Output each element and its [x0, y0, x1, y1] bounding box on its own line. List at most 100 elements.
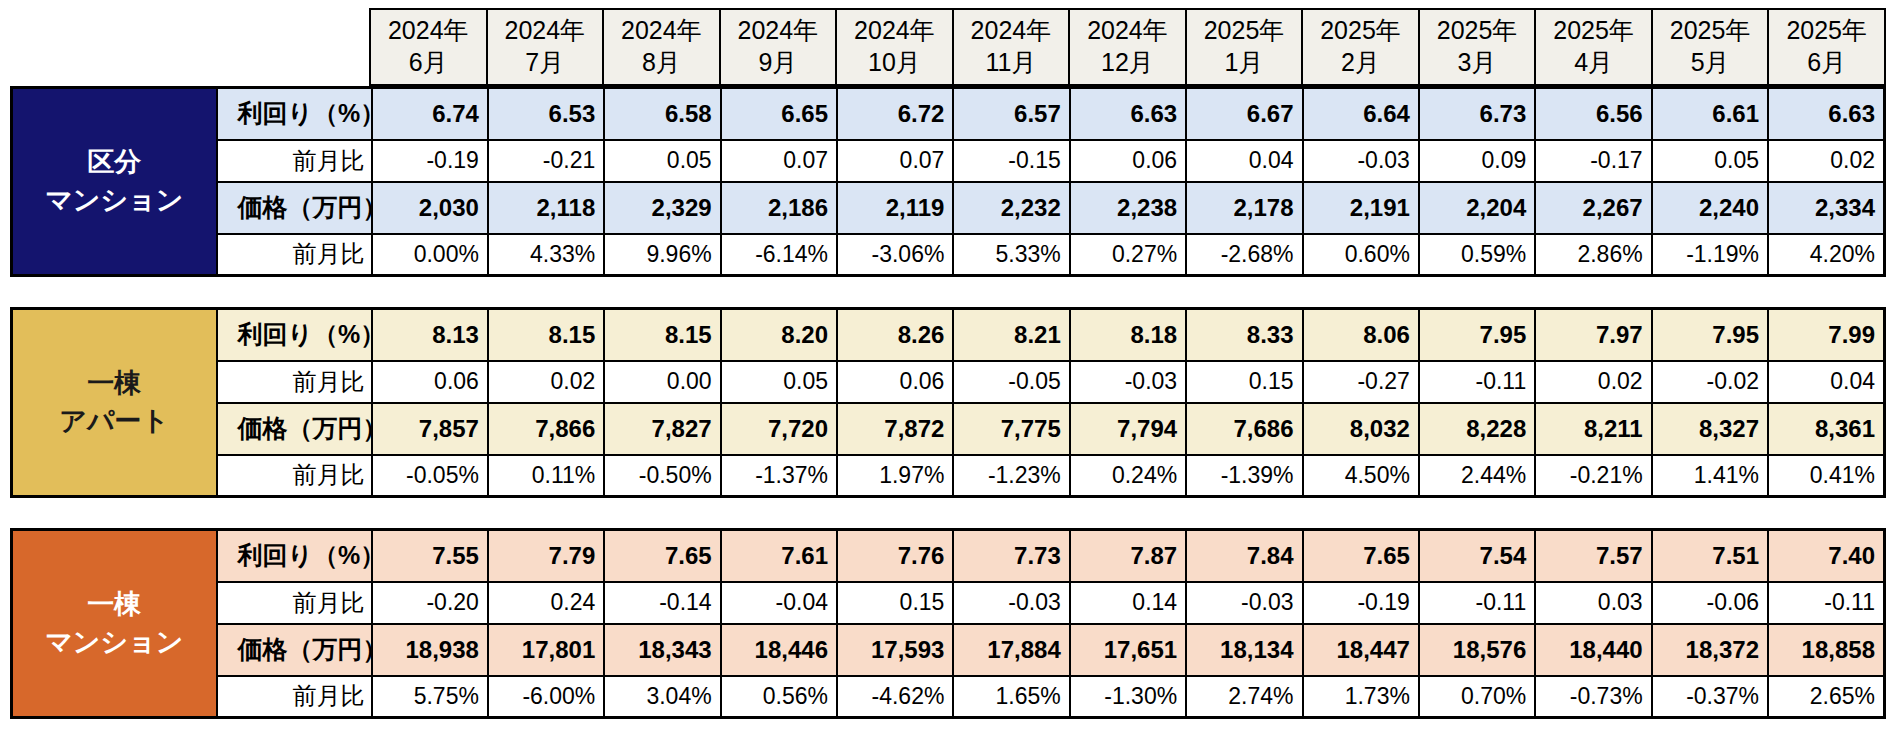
row-label: 前月比: [217, 234, 372, 276]
row-label: 前月比: [217, 361, 372, 403]
month-header-year: 2025年: [1769, 15, 1884, 47]
value-cell: 2,238: [1070, 182, 1186, 234]
value-cell: -1.37%: [721, 455, 837, 497]
value-cell: 6.63: [1768, 88, 1885, 140]
value-cell: 7.40: [1768, 530, 1885, 582]
row-label: 前月比: [217, 455, 372, 497]
value-cell: 8.15: [604, 309, 720, 361]
value-cell: 17,651: [1070, 624, 1186, 676]
value-cell: 0.03: [1535, 582, 1651, 624]
value-cell: 2,267: [1535, 182, 1651, 234]
value-cell: 0.27%: [1070, 234, 1186, 276]
header-spacer: [10, 9, 370, 85]
value-cell: -1.30%: [1070, 676, 1186, 718]
value-cell: 18,576: [1419, 624, 1535, 676]
month-header-cell: 2024年7月: [487, 9, 604, 85]
value-cell: 0.00: [604, 361, 720, 403]
month-header-cell: 2024年8月: [603, 9, 720, 85]
month-header-month: 6月: [371, 47, 486, 79]
value-cell: -1.39%: [1186, 455, 1302, 497]
value-cell: -0.14: [604, 582, 720, 624]
value-cell: 0.24: [488, 582, 604, 624]
value-cell: 1.65%: [953, 676, 1069, 718]
month-header-cell: 2025年3月: [1419, 9, 1536, 85]
value-cell: 0.06: [372, 361, 488, 403]
value-cell: 18,134: [1186, 624, 1302, 676]
value-cell: 6.74: [372, 88, 488, 140]
value-cell: 8.18: [1070, 309, 1186, 361]
month-header-month: 8月: [604, 47, 719, 79]
value-cell: 0.05: [604, 140, 720, 182]
value-cell: -1.23%: [953, 455, 1069, 497]
value-cell: -0.03: [953, 582, 1069, 624]
value-cell: 4.20%: [1768, 234, 1885, 276]
value-cell: 8.13: [372, 309, 488, 361]
value-cell: 7.51: [1652, 530, 1768, 582]
value-cell: 7.76: [837, 530, 953, 582]
row-label: 利回り（%）: [217, 309, 372, 361]
value-cell: 2,334: [1768, 182, 1885, 234]
value-cell: 8,032: [1303, 403, 1419, 455]
value-cell: 0.07: [721, 140, 837, 182]
value-cell: 7,775: [953, 403, 1069, 455]
value-cell: 18,440: [1535, 624, 1651, 676]
value-cell: 7.54: [1419, 530, 1535, 582]
value-cell: 7.55: [372, 530, 488, 582]
value-cell: 5.75%: [372, 676, 488, 718]
value-cell: 8.06: [1303, 309, 1419, 361]
value-cell: -0.05: [953, 361, 1069, 403]
value-cell: 7,720: [721, 403, 837, 455]
value-cell: 0.04: [1186, 140, 1302, 182]
table-row: 前月比5.75%-6.00%3.04%0.56%-4.62%1.65%-1.30…: [12, 676, 1885, 718]
value-cell: -0.03: [1186, 582, 1302, 624]
table-row: 一棟マンション利回り（%）7.557.797.657.617.767.737.8…: [12, 530, 1885, 582]
value-cell: -0.27: [1303, 361, 1419, 403]
value-cell: 7.57: [1535, 530, 1651, 582]
value-cell: -0.11: [1419, 582, 1535, 624]
value-cell: -0.21%: [1535, 455, 1651, 497]
table-row: 前月比-0.19-0.210.050.070.07-0.150.060.04-0…: [12, 140, 1885, 182]
value-cell: 0.24%: [1070, 455, 1186, 497]
value-cell: -6.14%: [721, 234, 837, 276]
table-row: 価格（万円）7,8577,8667,8277,7207,8727,7757,79…: [12, 403, 1885, 455]
value-cell: 6.57: [953, 88, 1069, 140]
value-cell: 6.73: [1419, 88, 1535, 140]
value-cell: -0.11: [1768, 582, 1885, 624]
value-cell: -0.37%: [1652, 676, 1768, 718]
month-header-year: 2025年: [1303, 15, 1418, 47]
value-cell: -6.00%: [488, 676, 604, 718]
value-cell: 2,119: [837, 182, 953, 234]
month-header-row: 2024年6月2024年7月2024年8月2024年9月2024年10月2024…: [10, 9, 1885, 85]
value-cell: -3.06%: [837, 234, 953, 276]
value-cell: 8,327: [1652, 403, 1768, 455]
value-cell: 7,827: [604, 403, 720, 455]
table-row: 前月比0.00%4.33%9.96%-6.14%-3.06%5.33%0.27%…: [12, 234, 1885, 276]
table-row: 前月比-0.05%0.11%-0.50%-1.37%1.97%-1.23%0.2…: [12, 455, 1885, 497]
value-cell: 7.95: [1652, 309, 1768, 361]
value-cell: 0.59%: [1419, 234, 1535, 276]
value-cell: 0.02: [1535, 361, 1651, 403]
value-cell: 0.09: [1419, 140, 1535, 182]
month-header-month: 3月: [1420, 47, 1535, 79]
value-cell: -4.62%: [837, 676, 953, 718]
month-header-year: 2024年: [488, 15, 603, 47]
value-cell: -0.04: [721, 582, 837, 624]
table-row: 区分マンション利回り（%）6.746.536.586.656.726.576.6…: [12, 88, 1885, 140]
value-cell: 8.26: [837, 309, 953, 361]
value-cell: 0.41%: [1768, 455, 1885, 497]
month-header-cell: 2025年4月: [1535, 9, 1652, 85]
month-header-year: 2024年: [1070, 15, 1185, 47]
value-cell: 8.21: [953, 309, 1069, 361]
row-label: 価格（万円）: [217, 624, 372, 676]
group-table-2: 一棟アパート利回り（%）8.138.158.158.208.268.218.18…: [10, 307, 1886, 498]
month-header-month: 2月: [1303, 47, 1418, 79]
value-cell: 6.67: [1186, 88, 1302, 140]
value-cell: 17,884: [953, 624, 1069, 676]
table-row: 価格（万円）2,0302,1182,3292,1862,1192,2322,23…: [12, 182, 1885, 234]
value-cell: -0.20: [372, 582, 488, 624]
value-cell: -0.03: [1070, 361, 1186, 403]
month-header-month: 5月: [1653, 47, 1768, 79]
month-header-cell: 2024年9月: [720, 9, 837, 85]
value-cell: 5.33%: [953, 234, 1069, 276]
value-cell: 7.87: [1070, 530, 1186, 582]
